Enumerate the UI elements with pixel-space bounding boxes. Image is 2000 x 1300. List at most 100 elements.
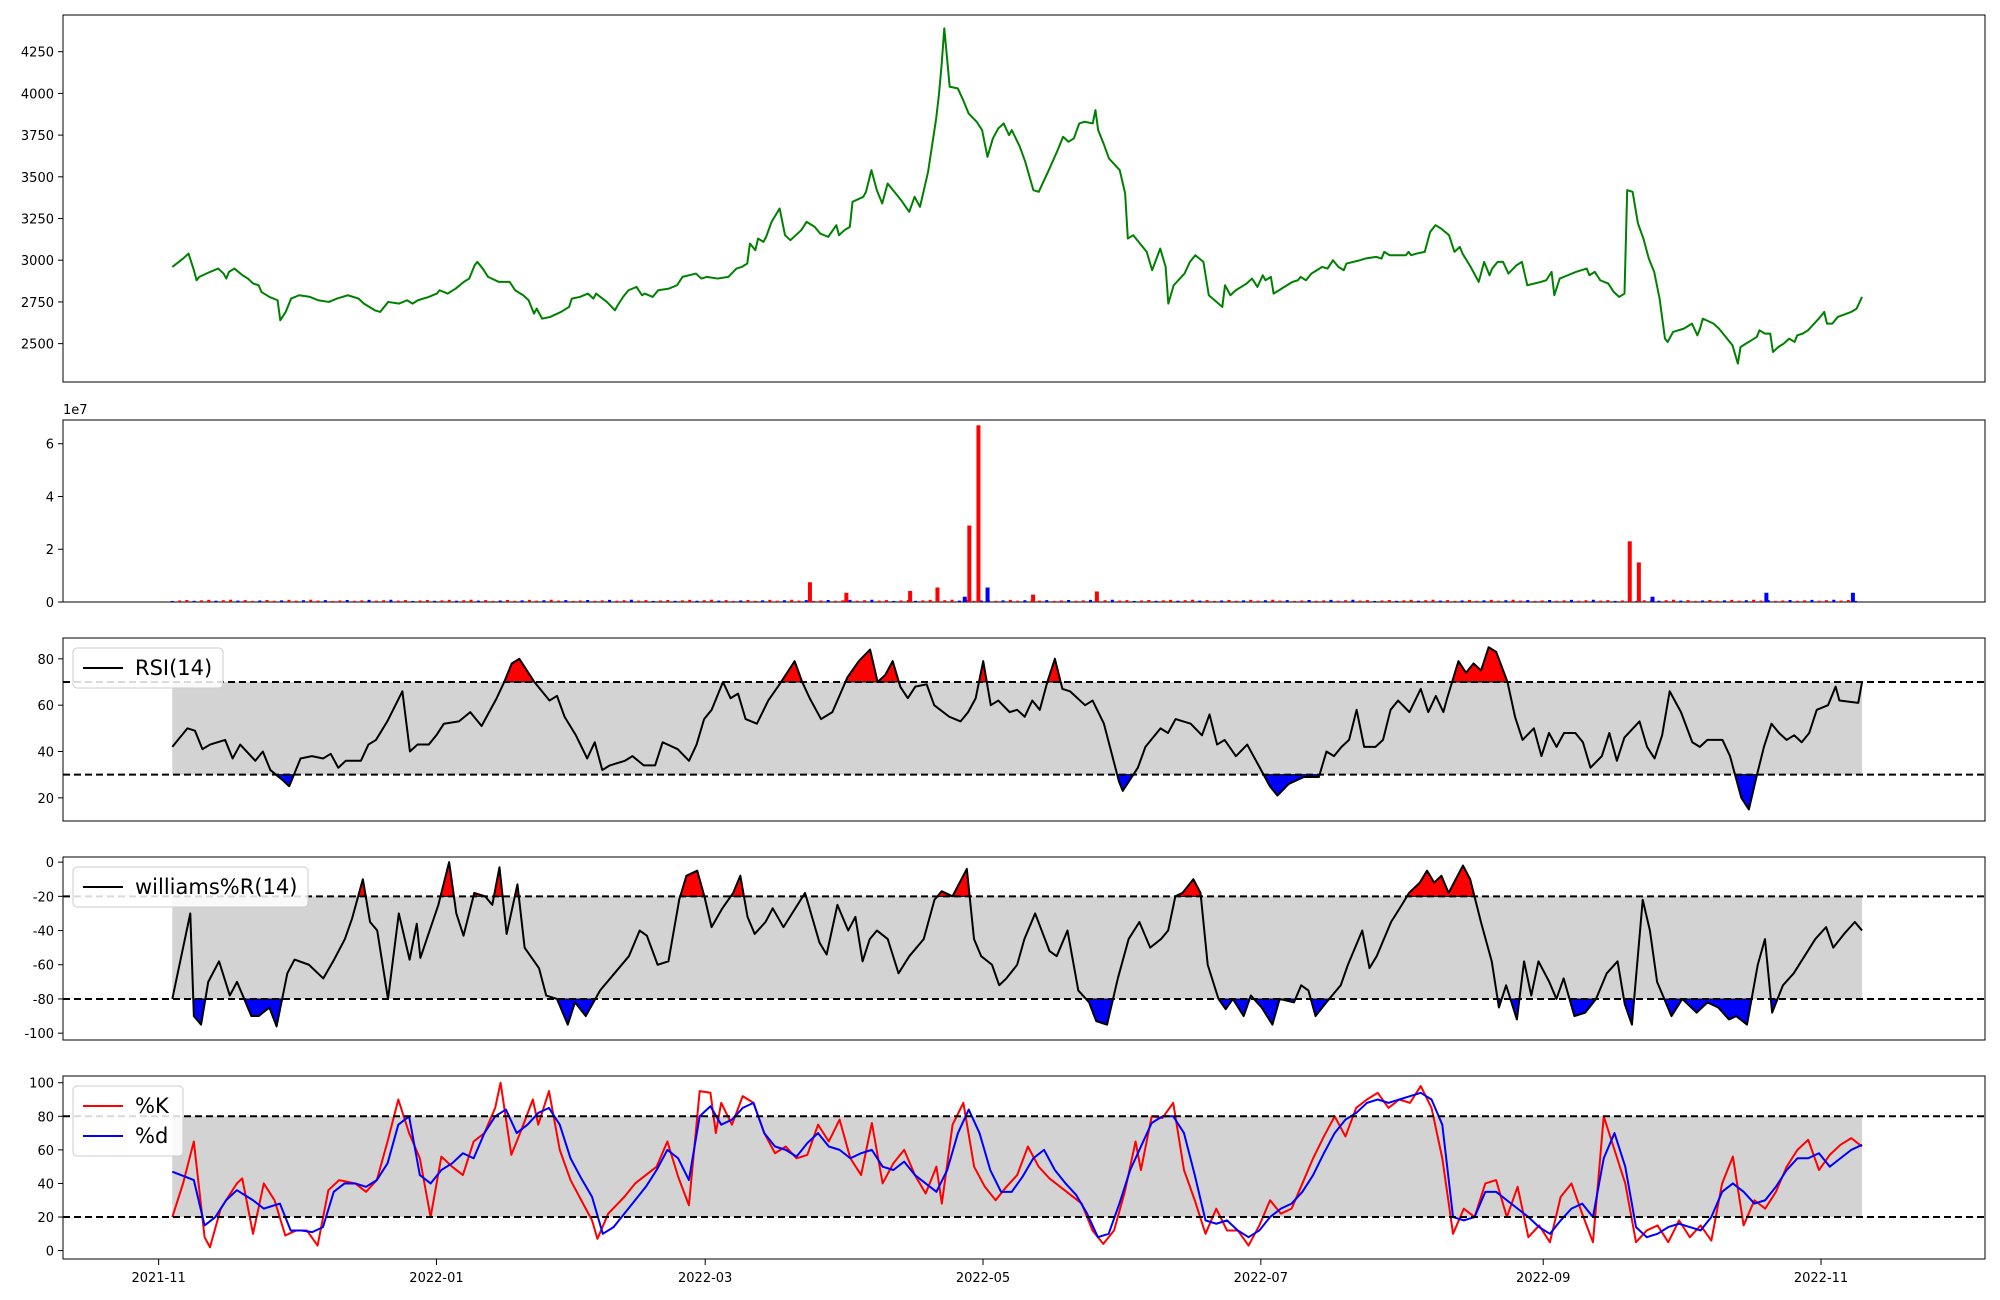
volume-bar	[680, 600, 684, 602]
volume-bar	[943, 600, 947, 602]
williams-ytick-label: -60	[33, 959, 54, 974]
stochastic-legend	[72, 1085, 184, 1157]
volume-spike-bar	[1627, 541, 1632, 602]
price-ytick-label: 4250	[21, 46, 54, 61]
volume-bar	[557, 600, 561, 602]
williams-ytick-label: -40	[33, 925, 54, 940]
date-tick-label: 2022-05	[956, 1271, 1010, 1286]
volume-bar	[382, 600, 386, 602]
volume-bar	[1577, 600, 1581, 602]
volume-bar	[1803, 600, 1807, 602]
volume-bar	[884, 600, 888, 602]
volume-spike-bar	[1850, 592, 1855, 602]
volume-bar	[1781, 600, 1785, 602]
volume-bar	[440, 600, 444, 602]
volume-bar	[1154, 600, 1158, 602]
volume-bar	[1074, 600, 1078, 602]
stochastic-band	[172, 1116, 1863, 1218]
volume-bar	[243, 600, 247, 602]
volume-spike-bar	[962, 596, 967, 602]
price-frame	[62, 14, 1986, 383]
stochastic-ytick-label: 100	[29, 1077, 54, 1092]
volume-bar	[1278, 600, 1282, 602]
volume-bar	[484, 600, 488, 602]
volume-bar	[294, 600, 298, 602]
rsi-band	[172, 682, 1863, 775]
volume-bar	[1059, 600, 1063, 602]
volume-bar	[447, 599, 451, 602]
rsi-ytick-label: 20	[37, 792, 54, 807]
volume-bar	[1708, 599, 1712, 602]
volume-bar	[1832, 599, 1836, 602]
date-tick-label: 2022-09	[1516, 1271, 1570, 1286]
volume-spike-bar	[908, 590, 913, 602]
volume-ytick-label: 2	[46, 543, 54, 558]
price-ytick-label: 2750	[21, 296, 54, 311]
volume-bar	[1620, 600, 1624, 602]
stochastic-panel: 0 20 40 60 80 100 %K %d	[29, 1075, 1986, 1260]
volume-bar	[1569, 599, 1573, 602]
volume-bar	[1103, 600, 1107, 602]
volume-bar	[1788, 599, 1792, 602]
volume-bar	[1825, 600, 1828, 602]
volume-bar	[739, 600, 743, 602]
volume-bar	[1293, 600, 1297, 602]
volume-bar	[979, 600, 983, 602]
volume-bar	[1846, 600, 1850, 602]
volume-bar	[731, 600, 735, 602]
volume-bar	[797, 600, 801, 602]
volume-bar	[1671, 599, 1675, 602]
volume-bar	[710, 599, 714, 602]
stochastic-ytick-label: 60	[37, 1144, 54, 1159]
volume-bar	[1693, 600, 1697, 602]
volume-bar	[877, 600, 881, 602]
volume-bar	[1037, 600, 1041, 602]
volume-bar	[272, 600, 276, 602]
price-ytick-label: 4000	[21, 87, 54, 102]
volume-bar	[1227, 599, 1231, 602]
volume-bar	[1365, 600, 1369, 602]
volume-bar	[1263, 600, 1267, 602]
price-ytick-label: 3250	[21, 213, 54, 228]
volume-bar	[1701, 600, 1705, 602]
volume-bar	[316, 600, 320, 602]
volume-bar	[1460, 600, 1464, 602]
volume-bar	[717, 600, 721, 602]
volume-bar	[352, 600, 356, 602]
volume-bar	[578, 600, 582, 602]
volume-bar	[455, 600, 459, 602]
volume-bar	[258, 600, 262, 602]
volume-bar	[1147, 599, 1151, 602]
volume-bar	[1591, 599, 1595, 602]
volume-bar	[790, 599, 794, 602]
williams-ytick-label: -80	[33, 993, 54, 1008]
volume-bar	[768, 599, 772, 602]
volume-bar	[469, 599, 473, 602]
volume-bar	[1759, 600, 1763, 602]
volume-bar	[323, 600, 327, 602]
volume-bar	[433, 600, 437, 602]
volume-bar	[1220, 600, 1224, 602]
volume-bar	[761, 600, 765, 602]
volume-bar	[1023, 600, 1027, 602]
volume-spike-bar	[1764, 592, 1769, 602]
volume-bar	[360, 600, 364, 602]
volume-bar	[855, 600, 859, 602]
volume-bar	[1300, 600, 1304, 602]
volume-bar	[863, 600, 867, 602]
volume-bar	[1212, 600, 1216, 602]
volume-bar	[1169, 599, 1173, 602]
volume-bar	[476, 600, 480, 602]
volume-bar	[1329, 599, 1333, 602]
volume-bar	[199, 600, 203, 602]
volume-bar	[659, 600, 663, 602]
volume-bar	[957, 600, 961, 602]
volume-bar	[571, 600, 575, 602]
volume-bar	[1351, 599, 1355, 602]
volume-bar	[1242, 600, 1246, 602]
volume-bar	[338, 600, 342, 602]
volume-bar	[782, 600, 786, 602]
williams-frame	[62, 856, 1986, 1041]
volume-bar	[265, 599, 269, 602]
